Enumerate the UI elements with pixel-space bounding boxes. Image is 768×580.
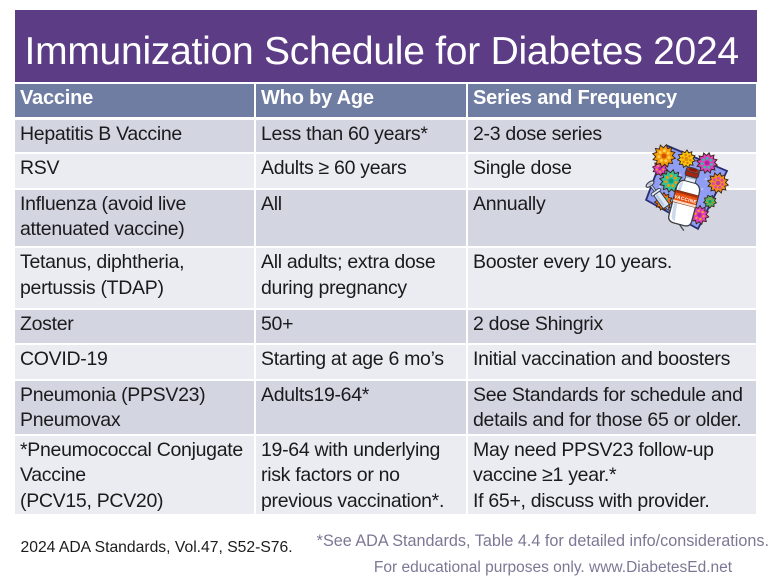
table-row-influenza: Influenza (avoid live attenuated vaccine… xyxy=(14,189,756,248)
cell-series-frequency: See Standards for schedule and details a… xyxy=(467,380,756,436)
cell-vaccine: Pneumonia (PPSV23) Pneumovax xyxy=(14,380,256,436)
cell-vaccine: Tetanus, diphtheria, pertussis (TDAP) xyxy=(14,248,256,310)
cell-vaccine: COVID-19 xyxy=(14,344,256,381)
cell-vaccine: Influenza (avoid live attenuated vaccine… xyxy=(14,189,256,248)
table-row-covid-19: COVID-19 Starting at age 6 mo’s Initial … xyxy=(14,344,756,381)
syringe-icon xyxy=(645,180,685,231)
cell-who-by-age: 50+ xyxy=(255,310,468,345)
column-header-who-by-age: Who by Age xyxy=(255,83,468,120)
cell-series-frequency: Booster every 10 years. xyxy=(467,248,756,310)
cell-who-by-age: Adults19-64* xyxy=(255,380,468,436)
table-row-tetanus-tdap: Tetanus, diphtheria, pertussis (TDAP) Al… xyxy=(14,248,756,310)
footer-note-line1: *See ADA Standards, Table 4.4 for detail… xyxy=(316,531,768,550)
table-header-row: Vaccine Who by Age Series and Frequency xyxy=(14,83,756,120)
table-row-hepatitis-b: Hepatitis B Vaccine Less than 60 years* … xyxy=(14,119,756,154)
cell-vaccine: Hepatitis B Vaccine xyxy=(14,119,256,154)
citation-text: 2024 ADA Standards, Vol.47, S52-S76. xyxy=(20,538,293,556)
cell-series-frequency: Initial vaccination and boosters xyxy=(467,344,756,381)
table-row-zoster: Zoster 50+ 2 dose Shingrix xyxy=(14,310,756,345)
cell-who-by-age: Adults ≥ 60 years xyxy=(255,154,468,190)
vial-label: VACCINE xyxy=(673,194,698,206)
cell-who-by-age: Less than 60 years* xyxy=(255,119,468,154)
slide-title: Immunization Schedule for Diabetes 2024 xyxy=(14,10,757,82)
cell-who-by-age: 19-64 with underlying risk factors or no… xyxy=(255,435,468,514)
cell-series-frequency: 2 dose Shingrix xyxy=(467,310,756,345)
immunization-table: Vaccine Who by Age Series and Frequency … xyxy=(14,83,756,514)
vaccine-vial-icon: VACCINE xyxy=(668,166,701,227)
cell-who-by-age: All adults; extra dose during pregnancy xyxy=(255,248,468,310)
cell-series-frequency: May need PPSV23 follow-up vaccine ≥1 yea… xyxy=(467,435,756,514)
table-row-pneumococcal-conjugate: *Pneumococcal Conjugate Vaccine (PCV15, … xyxy=(14,435,756,514)
vaccine-clipart-icon: VACCINE xyxy=(636,135,736,235)
table-row-rsv: RSV Adults ≥ 60 years Single dose xyxy=(14,154,756,190)
column-header-vaccine: Vaccine xyxy=(14,83,256,120)
cell-vaccine: Zoster xyxy=(14,310,256,345)
table-row-pneumonia-ppsv23: Pneumonia (PPSV23) Pneumovax Adults19-64… xyxy=(14,380,756,436)
cell-vaccine: *Pneumococcal Conjugate Vaccine (PCV15, … xyxy=(14,435,256,514)
cell-who-by-age: Starting at age 6 mo’s xyxy=(255,344,468,381)
column-header-series-frequency: Series and Frequency xyxy=(467,83,756,120)
cell-who-by-age: All xyxy=(255,189,468,248)
footer-note-line2: For educational purposes only. www.Diabe… xyxy=(373,558,733,576)
cell-vaccine: RSV xyxy=(14,154,256,190)
cell-series-frequency: 2-3 dose series xyxy=(467,119,756,154)
